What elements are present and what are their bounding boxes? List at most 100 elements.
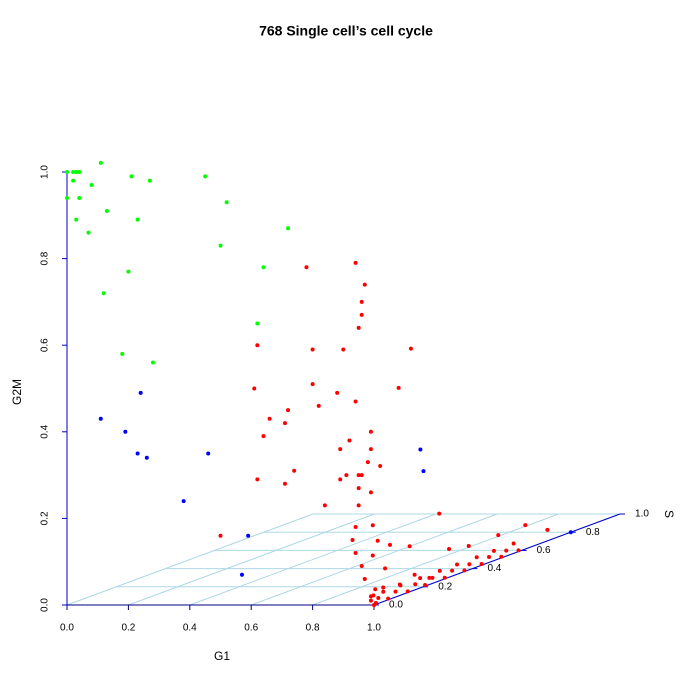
point <box>89 182 94 187</box>
x-tick-label: 0.8 <box>306 623 320 634</box>
y-tick-label: 1.0 <box>635 509 649 520</box>
point <box>523 523 528 528</box>
grid-line <box>312 513 559 606</box>
z-tick-label: 0.6 <box>40 338 51 352</box>
point <box>383 566 388 571</box>
point <box>74 217 79 222</box>
point <box>123 429 128 434</box>
x-axis-label: G1 <box>214 649 230 663</box>
point <box>218 243 223 248</box>
point <box>368 598 373 603</box>
y-tick-label: 0.4 <box>487 563 501 574</box>
point <box>74 170 79 174</box>
point <box>138 390 143 395</box>
grid-line <box>128 513 375 606</box>
point <box>255 321 260 326</box>
point <box>239 572 244 577</box>
point <box>370 523 375 528</box>
point <box>267 416 272 421</box>
point <box>373 587 378 592</box>
point <box>282 481 287 486</box>
point <box>362 577 367 582</box>
point <box>359 473 364 478</box>
point <box>462 568 467 573</box>
point <box>423 582 428 587</box>
point <box>362 282 367 287</box>
point <box>224 200 229 205</box>
point <box>65 195 69 200</box>
point <box>252 386 257 391</box>
point <box>101 291 106 296</box>
point <box>356 473 361 478</box>
point <box>292 468 297 473</box>
point <box>504 548 509 553</box>
point <box>150 360 155 365</box>
grid-line <box>189 513 436 606</box>
point <box>455 562 460 567</box>
point <box>65 170 69 174</box>
point <box>381 589 386 594</box>
point <box>77 170 82 174</box>
point <box>499 554 504 559</box>
point <box>104 208 109 213</box>
point <box>487 554 492 559</box>
z-tick-label: 0.4 <box>40 424 51 438</box>
point <box>335 390 340 395</box>
point <box>405 589 410 594</box>
point <box>338 447 343 452</box>
z-tick-label: 0.0 <box>40 598 51 612</box>
point <box>545 527 550 532</box>
x-tick-label: 0.6 <box>244 623 258 634</box>
y-tick-label: 0.8 <box>586 527 600 538</box>
point <box>407 544 412 549</box>
z-tick-label: 1.0 <box>40 165 51 179</box>
point <box>511 541 516 546</box>
y-axis-label: S <box>662 510 676 518</box>
point <box>368 594 373 599</box>
point <box>408 346 413 351</box>
point <box>246 533 251 538</box>
point <box>356 503 361 508</box>
point <box>144 455 149 460</box>
z-tick-label: 0.2 <box>40 511 51 525</box>
y-tick-label: 0.6 <box>537 545 551 556</box>
point <box>98 160 103 165</box>
point <box>479 562 484 567</box>
point <box>98 416 103 421</box>
y-axis <box>373 513 621 606</box>
point <box>353 525 358 530</box>
point <box>310 347 315 352</box>
point <box>120 351 125 356</box>
point <box>373 601 378 606</box>
point <box>304 265 309 270</box>
point <box>496 533 501 538</box>
point <box>218 533 223 538</box>
point <box>427 575 432 580</box>
point <box>71 178 76 183</box>
point <box>386 596 391 601</box>
grid-line <box>251 513 498 606</box>
point <box>359 299 364 304</box>
point <box>71 170 76 174</box>
point <box>418 576 423 581</box>
point <box>356 486 361 491</box>
point <box>368 490 373 495</box>
point <box>286 408 291 413</box>
y-tick-label: 0.0 <box>389 600 403 611</box>
point <box>430 575 435 580</box>
point <box>568 530 573 535</box>
point <box>375 538 380 543</box>
point <box>147 178 152 183</box>
point <box>341 347 346 352</box>
z-axis-label: G2M <box>10 379 24 405</box>
point <box>467 562 472 567</box>
point <box>359 312 364 317</box>
point <box>261 265 266 270</box>
x-tick-label: 0.4 <box>183 623 197 634</box>
point <box>413 582 418 587</box>
point <box>203 174 208 179</box>
point <box>437 568 442 573</box>
point <box>135 217 140 222</box>
point <box>77 195 82 200</box>
